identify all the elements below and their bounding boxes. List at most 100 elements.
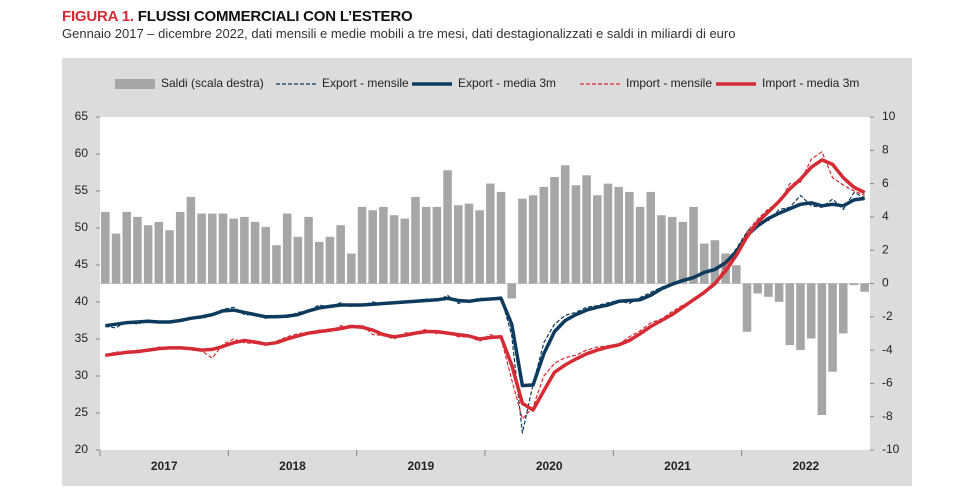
bar (314, 241, 324, 284)
x-tick-label: 2018 (279, 459, 306, 473)
legend-label: Import - mensile (626, 76, 712, 90)
legend-label: Export - media 3m (458, 76, 556, 90)
y-tick-label: 60 (75, 146, 89, 160)
chart-subtitle: Gennaio 2017 – dicembre 2022, dati mensi… (62, 26, 736, 41)
y-tick-label: 45 (75, 257, 89, 271)
bar (282, 213, 292, 284)
y2-tick-label: 0 (882, 276, 889, 290)
y2-tick-label: -4 (882, 342, 893, 356)
bar (667, 216, 677, 284)
bar (368, 210, 377, 284)
legend-label: Saldi (scala destra) (161, 76, 264, 90)
bar (838, 283, 848, 334)
figure-number: FIGURA 1. (62, 8, 134, 25)
title-text: FLUSSI COMMERCIALI CON L’ESTERO (137, 8, 413, 25)
bar (539, 186, 549, 284)
bar (272, 245, 281, 284)
bar (165, 230, 174, 284)
bar (261, 226, 271, 284)
y-tick-label: 25 (75, 405, 89, 419)
bar (336, 225, 345, 284)
bar (175, 211, 185, 284)
bar (593, 195, 602, 284)
bar (443, 170, 452, 284)
bar (560, 165, 570, 284)
bar (518, 198, 527, 284)
legend-label: Export - mensile (322, 76, 409, 90)
bar (240, 216, 249, 284)
y-tick-label: 40 (75, 294, 89, 308)
y2-tick-label: -8 (882, 409, 893, 423)
legend-swatch (115, 79, 155, 89)
bar (186, 196, 196, 284)
bar (699, 243, 709, 284)
bar (817, 283, 827, 416)
bar (304, 216, 313, 284)
bar (421, 206, 431, 284)
x-tick-label: 2020 (536, 459, 563, 473)
bar (646, 191, 656, 284)
y2-tick-label: 4 (882, 209, 889, 223)
bar (122, 211, 132, 284)
y2-tick-label: -2 (882, 309, 893, 323)
bar (742, 283, 752, 332)
y2-tick-label: -6 (882, 376, 893, 390)
bar (475, 210, 484, 284)
bar (635, 206, 645, 284)
bar (603, 183, 613, 284)
x-tick-label: 2021 (664, 459, 691, 473)
x-tick-label: 2017 (151, 459, 178, 473)
bar (528, 195, 538, 284)
bar (389, 215, 399, 284)
y-tick-label: 55 (75, 183, 89, 197)
y-tick-label: 20 (75, 442, 89, 456)
bar (614, 186, 623, 284)
x-tick-label: 2019 (407, 459, 434, 473)
bar (486, 183, 495, 284)
bar (453, 205, 463, 284)
bar (400, 218, 410, 284)
bar (860, 283, 869, 292)
bar (710, 240, 720, 284)
bar (357, 206, 367, 284)
bar (785, 283, 795, 346)
y2-tick-label: -10 (882, 442, 900, 456)
bar (411, 196, 420, 284)
bar (550, 176, 559, 284)
bar (732, 265, 741, 284)
bar (582, 175, 591, 284)
bar (325, 236, 335, 284)
bar (689, 206, 698, 284)
bar (764, 283, 773, 297)
bar (218, 213, 228, 284)
y-tick-label: 50 (75, 220, 89, 234)
legend-label: Import - media 3m (762, 76, 859, 90)
bar (133, 216, 142, 284)
bar (571, 185, 581, 284)
y2-tick-label: 10 (882, 109, 896, 123)
bar (464, 203, 474, 284)
x-tick-label: 2022 (792, 459, 819, 473)
bar (774, 283, 784, 302)
bar (197, 213, 206, 284)
y2-tick-label: 2 (882, 242, 889, 256)
bar (111, 233, 121, 284)
y2-tick-label: 6 (882, 176, 889, 190)
bar (678, 221, 688, 284)
bar (806, 283, 816, 339)
bar (208, 213, 217, 284)
y-tick-label: 30 (75, 368, 89, 382)
bar (849, 283, 859, 286)
bar (101, 211, 110, 284)
bar (796, 283, 805, 351)
bar (432, 206, 442, 284)
bar (753, 283, 762, 294)
line-series (105, 158, 866, 412)
y-tick-label: 65 (75, 109, 89, 123)
bar (828, 283, 837, 372)
bar (154, 221, 164, 284)
bar (347, 253, 356, 284)
bar (143, 225, 153, 284)
